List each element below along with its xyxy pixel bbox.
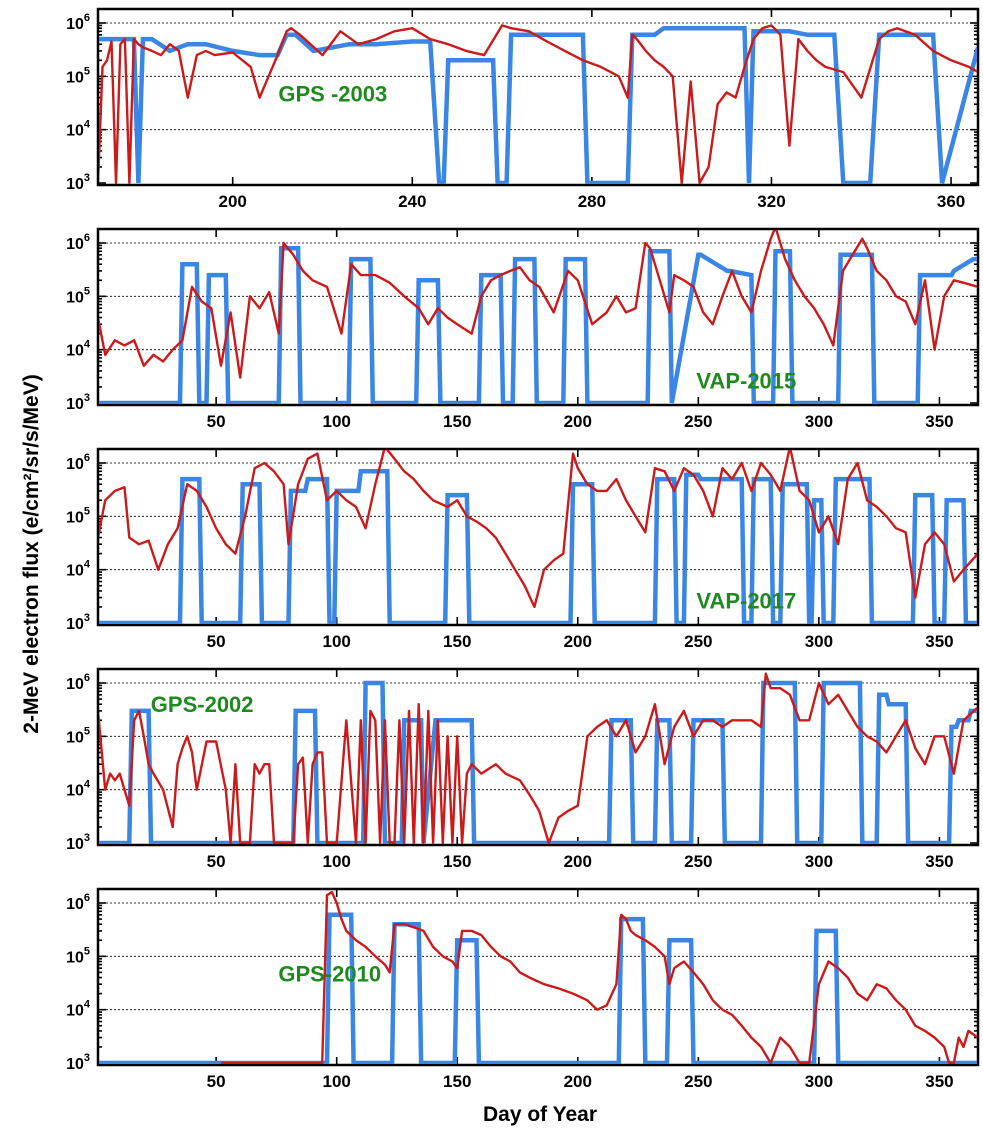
- x-tick-label: 50: [207, 1072, 226, 1091]
- y-tick-label: 105: [66, 945, 90, 966]
- panel-3: 103 104 105 106 50 100 150 200 250 300 350 VAP-2017: [66, 447, 980, 651]
- predicted-flux-line: [99, 25, 977, 184]
- x-axis-title: Day of Year: [483, 1103, 597, 1126]
- y-tick-label: 103: [66, 612, 90, 633]
- x-tick-label: 200: [564, 852, 592, 871]
- panel-5: 103 104 105 106 50 100 150 200 250 300 350 GPS-2010: [66, 887, 980, 1091]
- panel-frame: [96, 667, 980, 847]
- x-tick-label: 150: [443, 852, 471, 871]
- x-tick-label: 350: [925, 852, 953, 871]
- observed-flux-line: [99, 24, 977, 184]
- y-tick-label: 105: [66, 505, 90, 526]
- panel-4: 103 104 105 106 50 100 150 200 250 300 350 GPS-2002: [66, 667, 980, 871]
- x-tick-label: 200: [564, 632, 592, 651]
- x-tick-label: 50: [207, 412, 226, 431]
- y-tick-label: 106: [66, 452, 90, 473]
- x-tick-label: 250: [684, 632, 712, 651]
- y-tick-label: 105: [66, 65, 90, 86]
- y-tick-label: 103: [66, 172, 90, 193]
- x-tick-label: 200: [564, 1072, 592, 1091]
- x-tick-label: 200: [219, 192, 247, 211]
- predicted-flux-line: [99, 680, 977, 844]
- observed-flux-line: [221, 890, 977, 1064]
- x-tick-label: 100: [322, 852, 350, 871]
- y-tick-label: 105: [66, 285, 90, 306]
- x-tick-label: 320: [757, 192, 785, 211]
- panel-1: 103 104 105 106 200 240 280 320 360 GPS -2003: [66, 7, 980, 211]
- y-tick-label: 106: [66, 672, 90, 693]
- y-tick-label: 104: [66, 339, 91, 360]
- x-tick-label: 250: [684, 412, 712, 431]
- panel-label: VAP-2017: [696, 588, 796, 613]
- y-tick-label: 103: [66, 832, 90, 853]
- predicted-flux-line: [99, 245, 977, 404]
- x-tick-label: 300: [805, 852, 833, 871]
- x-tick-label: 50: [207, 632, 226, 651]
- x-tick-label: 100: [322, 1072, 350, 1091]
- x-tick-label: 360: [937, 192, 965, 211]
- x-tick-label: 300: [805, 632, 833, 651]
- x-tick-label: 300: [805, 1072, 833, 1091]
- y-tick-label: 105: [66, 725, 90, 746]
- panel-label: GPS-2010: [278, 961, 381, 986]
- panel-2: 103 104 105 106 50 100 150 200 250 300 350 VAP-2015: [66, 227, 980, 431]
- y-tick-label: 106: [66, 12, 90, 33]
- y-tick-label: 106: [66, 892, 90, 913]
- x-tick-label: 300: [805, 412, 833, 431]
- panel-label: GPS-2002: [151, 692, 254, 717]
- x-tick-label: 350: [925, 1072, 953, 1091]
- y-tick-label: 106: [66, 232, 90, 253]
- y-tick-label: 103: [66, 1052, 90, 1073]
- x-tick-label: 100: [322, 632, 350, 651]
- x-tick-label: 250: [684, 852, 712, 871]
- observed-flux-line: [99, 230, 977, 379]
- panel-frame: [96, 887, 980, 1067]
- predicted-flux-line: [99, 469, 977, 624]
- x-tick-label: 200: [564, 412, 592, 431]
- x-tick-label: 280: [578, 192, 606, 211]
- observed-flux-line: [99, 672, 977, 844]
- y-tick-label: 104: [66, 779, 91, 800]
- panel-label: GPS -2003: [278, 81, 387, 106]
- y-tick-label: 104: [66, 559, 91, 580]
- x-tick-label: 350: [925, 412, 953, 431]
- y-tick-label: 104: [66, 119, 91, 140]
- panel-label: VAP-2015: [696, 368, 796, 393]
- y-tick-label: 104: [66, 999, 91, 1020]
- x-tick-label: 150: [443, 632, 471, 651]
- x-tick-label: 100: [322, 412, 350, 431]
- x-tick-label: 350: [925, 632, 953, 651]
- y-tick-label: 103: [66, 392, 90, 413]
- panel-frame: [96, 7, 980, 187]
- x-tick-label: 150: [443, 412, 471, 431]
- observed-flux-line: [99, 450, 977, 609]
- panel-frame: [96, 447, 980, 627]
- x-tick-label: 250: [684, 1072, 712, 1091]
- x-tick-label: 150: [443, 1072, 471, 1091]
- x-tick-label: 240: [398, 192, 426, 211]
- predicted-flux-line: [99, 912, 977, 1064]
- y-axis-title: 2-MeV electron flux (e/cm²/sr/s/MeV): [20, 374, 43, 733]
- x-tick-label: 50: [207, 852, 226, 871]
